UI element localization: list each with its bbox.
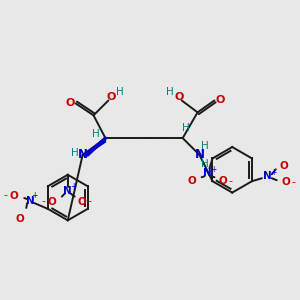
Text: O: O — [279, 161, 288, 171]
Text: O: O — [187, 176, 196, 186]
Text: N: N — [194, 148, 205, 161]
Text: -: - — [292, 177, 295, 187]
Text: H: H — [201, 159, 208, 169]
Text: H: H — [201, 141, 208, 151]
Text: O: O — [10, 191, 19, 201]
Text: N: N — [26, 196, 34, 206]
Text: -: - — [228, 176, 232, 186]
Text: O: O — [281, 177, 290, 187]
Text: O: O — [107, 92, 116, 103]
Text: H: H — [71, 148, 79, 158]
Text: O: O — [65, 98, 74, 108]
Text: O: O — [77, 196, 86, 206]
Text: N: N — [78, 148, 88, 161]
Text: +: + — [271, 168, 277, 177]
Text: O: O — [218, 176, 227, 186]
Text: N: N — [63, 186, 72, 196]
Text: O: O — [174, 92, 183, 103]
Text: -: - — [88, 196, 92, 206]
Text: H: H — [92, 129, 99, 139]
Text: O: O — [216, 95, 225, 106]
Text: -: - — [3, 190, 8, 200]
Polygon shape — [88, 138, 105, 154]
Text: H: H — [116, 86, 124, 97]
Text: +: + — [70, 182, 77, 191]
Text: -: - — [41, 196, 45, 206]
Text: H: H — [166, 86, 174, 97]
Text: +: + — [31, 190, 38, 200]
Text: O: O — [16, 214, 25, 224]
Text: N: N — [263, 171, 272, 181]
Text: N: N — [203, 168, 212, 178]
Text: +: + — [210, 165, 217, 174]
Text: H: H — [182, 123, 190, 133]
Text: O: O — [47, 196, 56, 206]
